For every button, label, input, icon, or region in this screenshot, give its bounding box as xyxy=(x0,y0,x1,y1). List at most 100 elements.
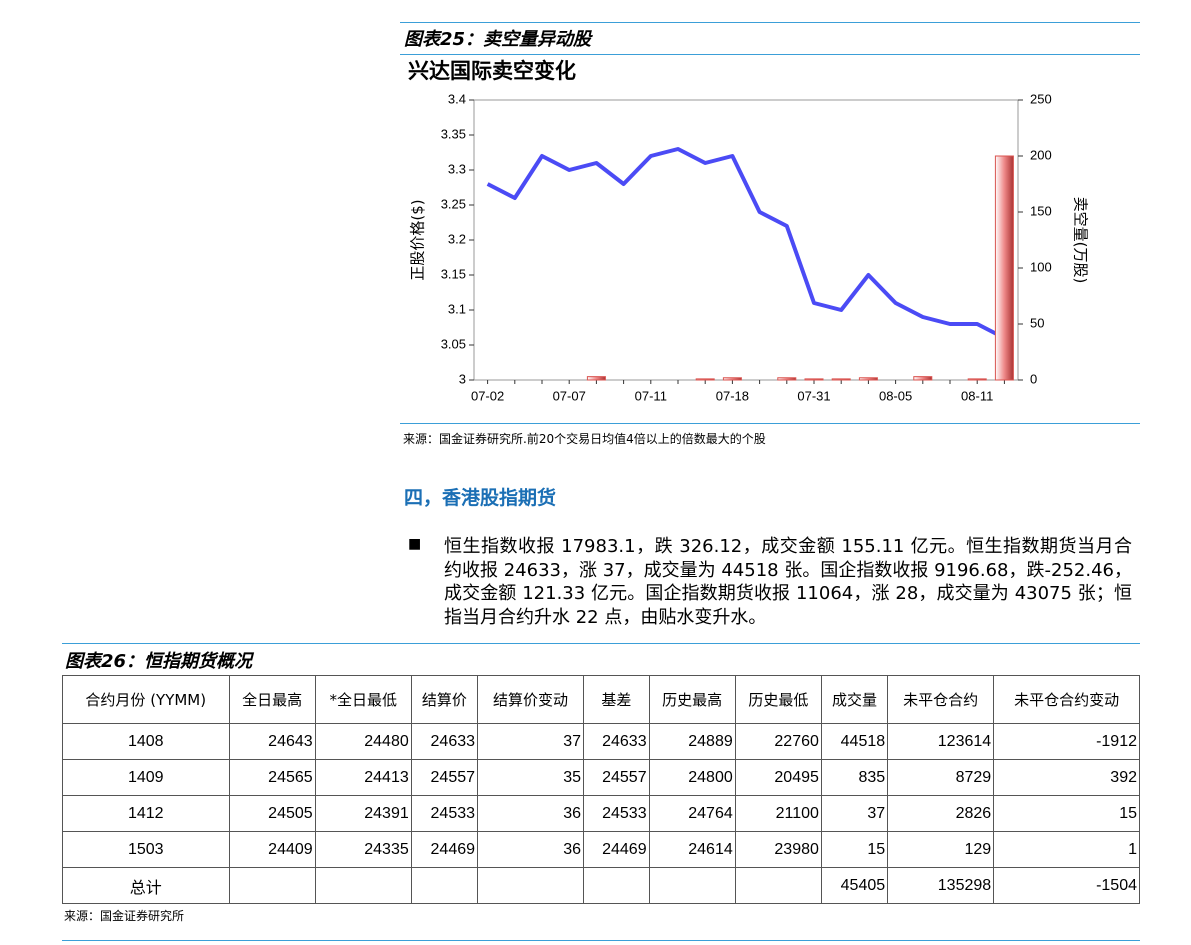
table: 合约月份 (YYMM) 全日最高 *全日最低 结算价 结算价变动 基差 历史最高 历史最低 成交… xyxy=(62,675,1140,904)
bar xyxy=(967,378,987,381)
y-tick-label: 3.05 xyxy=(441,336,466,351)
table-cell: 未平仓合约 xyxy=(887,675,995,724)
plot-frame xyxy=(473,99,1019,381)
table-cell: 历史最低 xyxy=(734,675,822,724)
table-cell: 36 xyxy=(477,831,585,868)
y2-axis-label: 卖空量(万股) xyxy=(1072,197,1090,284)
y2-tick-label: 250 xyxy=(1030,91,1052,106)
bar xyxy=(831,378,851,381)
table-cell: 未平仓合约变动 xyxy=(993,675,1140,724)
x-tick-label: 07-31 xyxy=(797,388,830,403)
table-cell: 24469 xyxy=(410,831,479,868)
table-cell: 结算价 xyxy=(410,675,479,724)
table-cell: 24614 xyxy=(648,831,736,868)
table-cell: 835 xyxy=(820,759,889,796)
bar xyxy=(586,376,606,381)
table-cell: 24633 xyxy=(583,723,650,760)
y-tick-label: 3.1 xyxy=(448,301,466,316)
table-cell: 45405 xyxy=(820,867,889,904)
table-row: 总计 45405 135298 -1504 xyxy=(62,867,1140,904)
bullet: ■ xyxy=(408,536,422,552)
table-cell: 合约月份 (YYMM) xyxy=(62,675,230,724)
y-tick-label: 3.3 xyxy=(448,161,466,176)
bar xyxy=(722,377,742,381)
table-cell: 24557 xyxy=(410,759,479,796)
line xyxy=(486,147,1006,340)
y2-tick-label: 100 xyxy=(1030,259,1052,274)
table-cell xyxy=(410,867,479,904)
table-cell: 总计 xyxy=(62,867,230,904)
y-tick-label: 3 xyxy=(459,371,466,386)
x-tick-label: 08-11 xyxy=(961,388,993,403)
bar xyxy=(994,155,1014,381)
y-tick-label: 3.25 xyxy=(441,196,466,211)
table-cell: 24469 xyxy=(583,831,650,868)
bar xyxy=(804,378,824,381)
table-cell: 24480 xyxy=(314,723,412,760)
figure-caption: 图表25：卖空量异动股 xyxy=(404,29,592,50)
header-row: 合约月份 (YYMM) 全日最高 *全日最低 结算价 结算价变动 基差 历史最高 历史最低 成交… xyxy=(62,675,1140,724)
table-cell xyxy=(477,867,585,904)
table-cell: 24413 xyxy=(314,759,412,796)
table-cell: 24565 xyxy=(228,759,316,796)
table-cell: 24633 xyxy=(410,723,479,760)
table-cell: 全日最高 xyxy=(228,675,316,724)
table-cell: 8729 xyxy=(887,759,995,796)
table-cell xyxy=(583,867,650,904)
table-cell: 15 xyxy=(993,795,1140,832)
table-cell: 1408 xyxy=(62,723,230,760)
y2-tick-label: 50 xyxy=(1030,315,1044,330)
table-row: 1408 24643 24480 24633 37 24633 24889 22760 4451… xyxy=(62,723,1140,760)
y2-tick-label: 200 xyxy=(1030,147,1052,162)
table-cell xyxy=(648,867,736,904)
table-cell: 35 xyxy=(477,759,585,796)
table-cell: -1504 xyxy=(993,867,1140,904)
y-tick-label: 3.4 xyxy=(448,91,466,106)
bar xyxy=(913,376,933,381)
rule xyxy=(62,643,1140,644)
x-tick-label: 07-18 xyxy=(716,388,749,403)
table-cell: 24764 xyxy=(648,795,736,832)
bar xyxy=(858,377,878,381)
table-cell: 44518 xyxy=(820,723,889,760)
section-heading: 四，香港股指期货 xyxy=(404,487,557,509)
rule xyxy=(62,940,1140,941)
bar xyxy=(777,377,797,381)
bar xyxy=(695,378,715,381)
table-cell: 20495 xyxy=(734,759,822,796)
x-tick-label: 07-02 xyxy=(471,388,504,403)
table-cell: 24557 xyxy=(583,759,650,796)
table-cell xyxy=(314,867,412,904)
table-row: 1503 24409 24335 24469 36 24469 24614 23980 15 12… xyxy=(62,831,1140,868)
rule xyxy=(400,423,1140,424)
y-tick-label: 3.2 xyxy=(448,231,466,246)
rule xyxy=(400,54,1140,55)
table-cell: 37 xyxy=(820,795,889,832)
table-source: 来源：国金证券研究所 xyxy=(64,909,185,923)
table-row: 1409 24565 24413 24557 35 24557 24800 20495 835 8… xyxy=(62,759,1140,796)
x-tick-label: 07-11 xyxy=(635,388,667,403)
chart-title: 兴达国际卖空变化 xyxy=(408,59,576,83)
table-cell: 24409 xyxy=(228,831,316,868)
table-cell: 24533 xyxy=(410,795,479,832)
table-cell: 24800 xyxy=(648,759,736,796)
table-cell: 21100 xyxy=(734,795,822,832)
table-cell: 成交量 xyxy=(820,675,889,724)
y-tick-label: 3.35 xyxy=(441,126,466,141)
chart: 兴达国际卖空变化 3 3.05 3.1 3.15 3.2 3.25 3.3 3.35 3.4 0 5… xyxy=(408,59,1090,403)
table-cell: *全日最低 xyxy=(314,675,412,724)
table-cell: 历史最高 xyxy=(648,675,736,724)
table-cell: 24643 xyxy=(228,723,316,760)
table-cell: 392 xyxy=(993,759,1140,796)
table-cell xyxy=(228,867,316,904)
y-axis-label: 正股价格($) xyxy=(409,199,427,280)
table-cell: 123614 xyxy=(887,723,995,760)
table-cell: 24533 xyxy=(583,795,650,832)
y2-tick-label: 150 xyxy=(1030,203,1052,218)
table-cell: 1503 xyxy=(62,831,230,868)
table-cell xyxy=(734,867,822,904)
table-cell: 1412 xyxy=(62,795,230,832)
table-cell: 1 xyxy=(993,831,1140,868)
figure-source: 来源：国金证券研究所.前20个交易日均值4倍以上的倍数最大的个股 xyxy=(403,432,766,446)
